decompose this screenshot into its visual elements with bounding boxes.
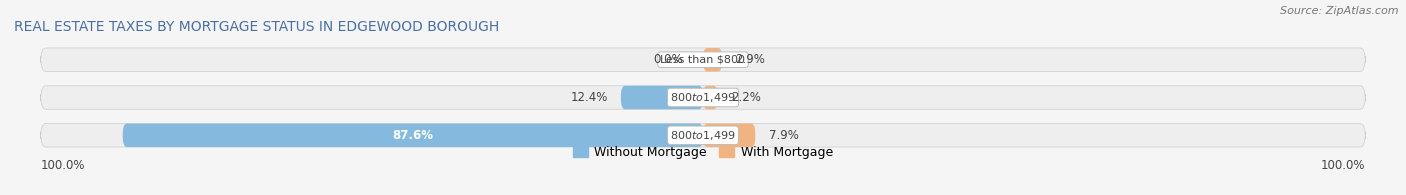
Legend: Without Mortgage, With Mortgage: Without Mortgage, With Mortgage [568,141,838,164]
Text: Source: ZipAtlas.com: Source: ZipAtlas.com [1281,6,1399,16]
Text: 2.9%: 2.9% [735,53,765,66]
FancyBboxPatch shape [703,86,717,109]
Text: 0.0%: 0.0% [654,53,683,66]
Text: 100.0%: 100.0% [1322,159,1365,172]
FancyBboxPatch shape [703,124,755,147]
Text: $800 to $1,499: $800 to $1,499 [671,129,735,142]
FancyBboxPatch shape [41,48,1365,71]
Text: 12.4%: 12.4% [571,91,607,104]
Text: REAL ESTATE TAXES BY MORTGAGE STATUS IN EDGEWOOD BOROUGH: REAL ESTATE TAXES BY MORTGAGE STATUS IN … [14,20,499,34]
FancyBboxPatch shape [122,124,703,147]
Text: Less than $800: Less than $800 [661,55,745,65]
Text: 7.9%: 7.9% [769,129,799,142]
FancyBboxPatch shape [621,86,703,109]
Text: 87.6%: 87.6% [392,129,433,142]
Text: $800 to $1,499: $800 to $1,499 [671,91,735,104]
FancyBboxPatch shape [41,86,1365,109]
Text: 100.0%: 100.0% [41,159,84,172]
FancyBboxPatch shape [41,124,1365,147]
FancyBboxPatch shape [703,48,723,71]
Text: 2.2%: 2.2% [731,91,761,104]
